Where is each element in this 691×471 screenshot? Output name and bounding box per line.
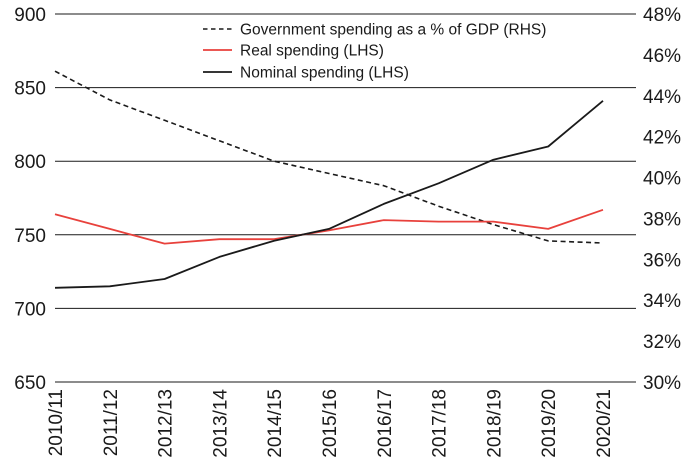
legend-label-real-spending: Real spending (LHS) [240,43,384,60]
right-axis-tick-label: 30% [643,373,681,394]
x-axis-tick-label: 2011/12 [101,389,122,456]
right-axis-tick-label: 36% [643,250,681,271]
right-axis-tick-label: 48% [643,5,681,26]
left-axis-tick-labels: 650 700 750 800 850 900 [14,5,46,394]
left-axis-tick-label: 850 [14,79,46,100]
x-axis-tick-label: 2015/16 [320,389,341,458]
right-axis-tick-label: 34% [643,291,681,312]
right-axis-tick-label: 32% [643,332,681,353]
x-axis-tick-label: 2012/13 [156,389,177,458]
right-axis-tick-label: 38% [643,209,681,230]
x-axis-tick-label: 2019/20 [539,389,560,458]
x-axis-tick-label: 2010/11 [46,389,67,456]
x-axis-tick-label: 2014/15 [265,389,286,458]
right-axis-tick-label: 40% [643,169,681,190]
legend: Government spending as a % of GDP (RHS) … [203,22,546,82]
series-lines [54,70,604,289]
legend-label-nominal-spending: Nominal spending (LHS) [240,65,409,82]
legend-label-government-spending: Government spending as a % of GDP (RHS) [240,22,546,39]
right-axis-tick-label: 44% [643,87,681,108]
x-axis-tick-label: 2018/19 [484,389,505,458]
x-axis-tick-label: 2020/21 [594,389,615,458]
x-axis-tick-label: 2017/18 [430,389,451,458]
series-line-government-spending-pct-gdp [54,70,604,244]
left-axis-tick-label: 750 [14,226,46,247]
right-axis-tick-labels: 30% 32% 34% 36% 38% 40% 42% 44% 46% 48% [643,5,681,394]
left-axis-tick-label: 700 [14,299,46,320]
gridlines [55,13,636,383]
right-axis-tick-label: 46% [643,46,681,67]
left-axis-tick-label: 800 [14,152,46,173]
left-axis-tick-label: 900 [14,5,46,26]
x-axis-tick-label: 2016/17 [375,389,396,458]
x-axis-tick-labels: 2010/11 2011/12 2012/13 2013/14 2014/15 2015/… [46,389,615,458]
series-line-real-spending [54,208,604,245]
series-line-nominal-spending [54,100,604,289]
left-axis-tick-label: 650 [14,373,46,394]
right-axis-tick-label: 42% [643,128,681,149]
x-axis-tick-label: 2013/14 [210,389,231,458]
